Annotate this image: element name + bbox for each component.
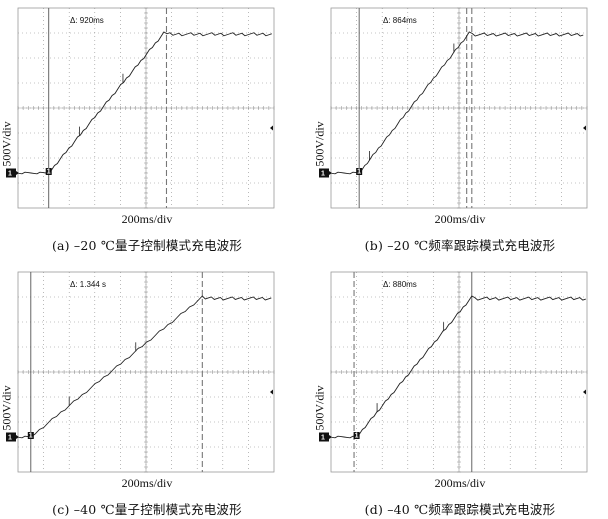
- y-axis-label-text-b: 500V/div: [312, 121, 327, 167]
- waveform-trace: [331, 295, 586, 439]
- y-axis-label-b: 500V/div: [312, 104, 327, 184]
- y-axis-label-a: 500V/div: [0, 104, 14, 184]
- trigger-marker: [27, 432, 34, 439]
- y-axis-label-d: 500V/div: [312, 368, 327, 448]
- channel-ground-marker: [319, 432, 329, 442]
- panel-a: Δ: 920ms 1 1 500V/div 200ms/div (a) –20 ℃量…: [0, 0, 294, 255]
- oscilloscope-plot-d: Δ: 880ms 1 1: [319, 271, 588, 473]
- trigger-marker-label: 1: [47, 169, 51, 176]
- panel-b: Δ: 864ms 1 1 500V/div 200ms/div (b) –20 ℃频…: [313, 0, 607, 255]
- oscilloscope-plot-c: Δ: 1.344 s 1 1: [6, 271, 275, 473]
- waveform-trace: [18, 31, 273, 175]
- caption-d: (d) –40 ℃频率跟踪模式充电波形: [364, 502, 556, 517]
- x-axis-label-a: 200ms/div: [121, 212, 173, 226]
- trigger-marker-label: 1: [355, 433, 359, 440]
- y-axis-label-text-c: 500V/div: [0, 385, 14, 431]
- channel-ground-marker: [6, 432, 16, 442]
- offset-arrow: [270, 389, 273, 395]
- trigger-marker: [45, 168, 52, 175]
- channel-ground-marker-label: 1: [321, 435, 325, 442]
- caption-b: (b) –20 ℃频率跟踪模式充电波形: [364, 238, 556, 253]
- delta-time-readout: Δ: 880ms: [383, 280, 417, 289]
- channel-ground-arrow: [16, 171, 19, 175]
- y-axis-label-text-d: 500V/div: [312, 385, 327, 431]
- offset-arrow: [583, 125, 586, 131]
- delta-time-readout: Δ: 920ms: [70, 16, 104, 25]
- trigger-marker: [353, 432, 360, 439]
- delta-time-readout: Δ: 864ms: [383, 16, 417, 25]
- channel-ground-marker-label: 1: [8, 435, 12, 442]
- panel-d: Δ: 880ms 1 1 500V/div 200ms/div (d) –40 ℃频…: [313, 264, 607, 519]
- channel-ground-arrow: [16, 435, 19, 439]
- channel-ground-marker: [6, 168, 16, 178]
- trigger-marker-label: 1: [357, 169, 361, 176]
- channel-ground-marker-label: 1: [321, 171, 325, 178]
- caption-a: (a) –20 ℃量子控制模式充电波形: [51, 238, 243, 253]
- y-axis-label-text-a: 500V/div: [0, 121, 14, 167]
- panel-c: Δ: 1.344 s 1 1 500V/div 200ms/div (c) –40 …: [0, 264, 294, 519]
- delta-time-readout: Δ: 1.344 s: [70, 280, 106, 289]
- x-axis-label-d: 200ms/div: [434, 476, 486, 490]
- offset-arrow: [270, 125, 273, 131]
- trigger-marker-label: 1: [29, 433, 33, 440]
- channel-ground-marker-label: 1: [8, 171, 12, 178]
- oscilloscope-plot-b: Δ: 864ms 1 1: [319, 7, 588, 209]
- oscilloscope-plot-a: Δ: 920ms 1 1: [6, 7, 275, 209]
- caption-c: (c) –40 ℃量子控制模式充电波形: [52, 502, 242, 517]
- x-axis-label-c: 200ms/div: [121, 476, 173, 490]
- channel-ground-arrow: [329, 435, 332, 439]
- channel-ground-marker: [319, 168, 329, 178]
- offset-arrow: [583, 389, 586, 395]
- y-axis-label-c: 500V/div: [0, 368, 14, 448]
- x-axis-label-b: 200ms/div: [434, 212, 486, 226]
- channel-ground-arrow: [329, 171, 332, 175]
- waveform-trace: [18, 295, 272, 439]
- trigger-marker: [356, 168, 363, 175]
